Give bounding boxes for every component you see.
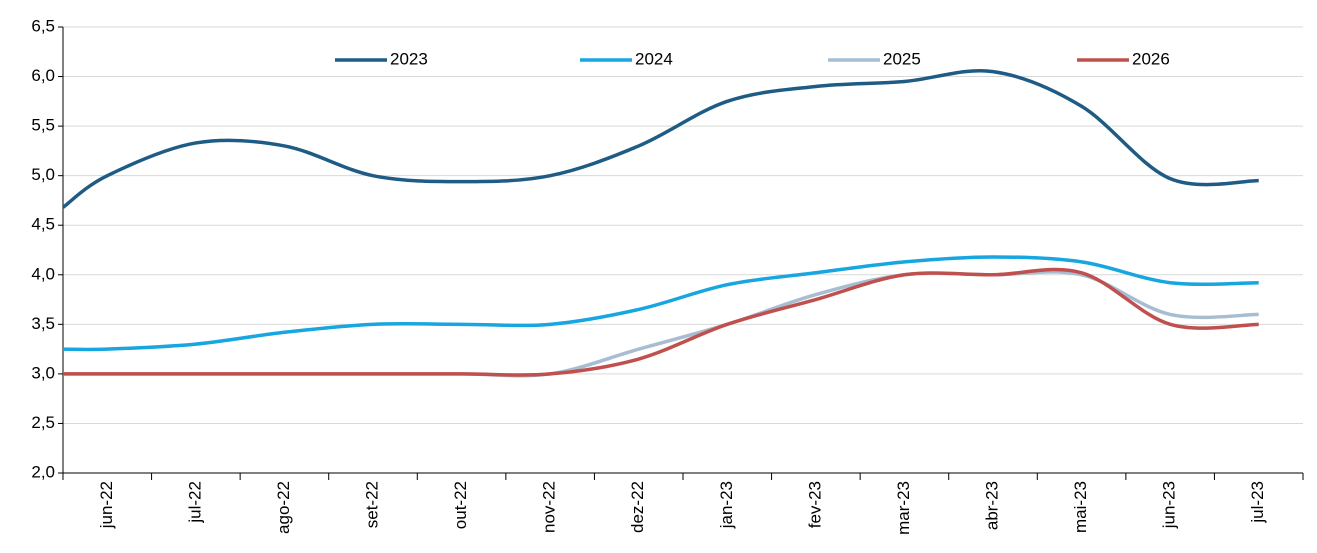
y-tick-label: 6,0 [31,66,55,85]
y-tick-label: 6,5 [31,16,55,35]
x-tick-label: abr-23 [982,481,1001,530]
x-tick-label: set-22 [362,481,381,528]
y-tick-label: 3,5 [31,314,55,333]
legend-label: 2023 [390,49,428,68]
y-tick-label: 3,0 [31,363,55,382]
legend-label: 2026 [1132,49,1170,68]
y-tick-label: 4,0 [31,264,55,283]
x-tick-label: jan-23 [717,481,736,529]
x-tick-label: mar-23 [894,481,913,535]
legend-label: 2025 [883,49,921,68]
legend-label: 2024 [635,49,673,68]
line-series [63,267,1259,377]
x-tick-label: jul-23 [1248,481,1267,524]
x-tick-label: ago-22 [274,481,293,534]
y-tick-label: 4,5 [31,215,55,234]
x-tick-label: dez-22 [628,481,647,533]
line-series [63,270,1259,378]
y-tick-label: 5,5 [31,116,55,135]
line-series [62,255,1259,352]
x-tick-label: jun-23 [1160,481,1179,529]
y-tick-label: 2,5 [31,413,55,432]
x-tick-label: jul-22 [185,481,204,524]
x-tick-label: mai-23 [1071,481,1090,533]
x-tick-label: nov-22 [540,481,559,533]
y-tick-label: 5,0 [31,165,55,184]
x-tick-label: fev-23 [805,481,824,528]
line-series [61,69,1259,209]
y-tick-label: 2,0 [31,462,55,481]
x-tick-label: jun-22 [97,481,116,529]
x-tick-label: out-22 [451,481,470,529]
